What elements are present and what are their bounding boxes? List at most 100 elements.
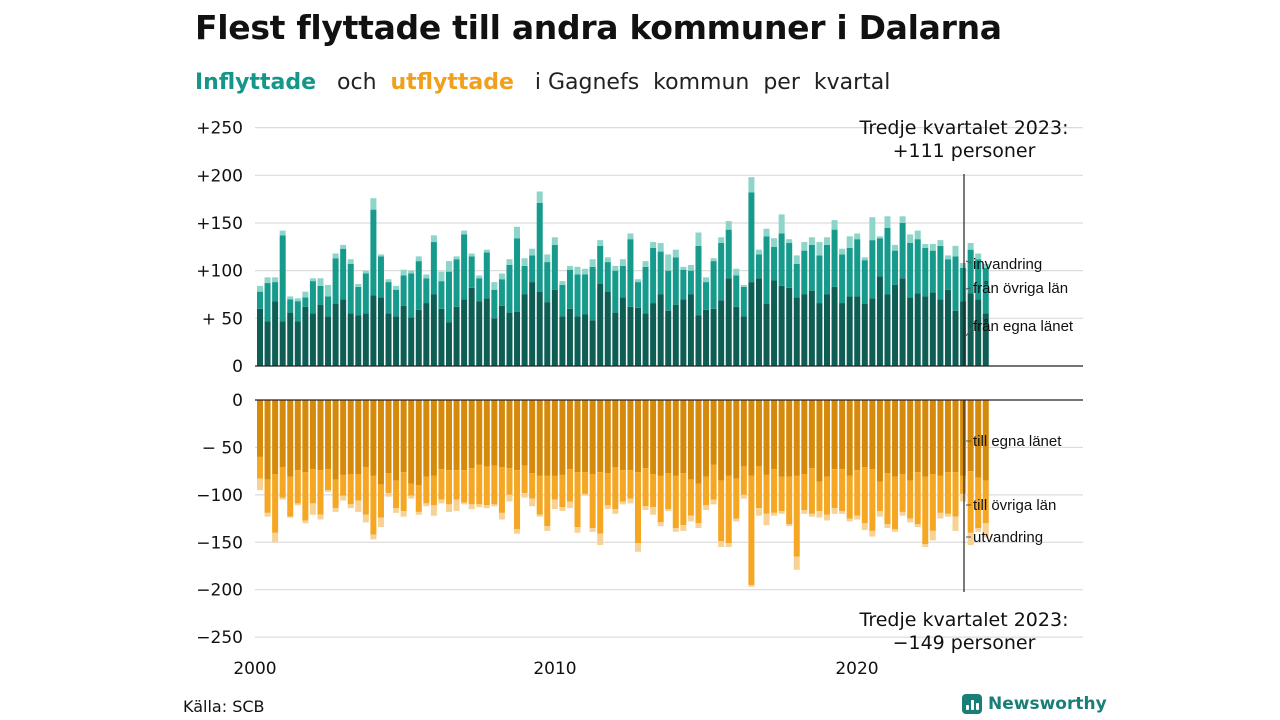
bar-out-2 bbox=[665, 509, 672, 511]
bar-out-2 bbox=[816, 510, 823, 518]
bar-out-2 bbox=[272, 532, 279, 543]
bar-out-0 bbox=[536, 400, 543, 476]
bar-out-2 bbox=[264, 512, 271, 517]
bar-out-1 bbox=[483, 466, 490, 506]
bar-in-0 bbox=[294, 321, 301, 366]
bar-out-1 bbox=[793, 475, 800, 557]
bar-out-0 bbox=[740, 400, 747, 467]
bar-in-2 bbox=[771, 238, 778, 247]
bar-in-0 bbox=[876, 276, 883, 366]
bar-in-1 bbox=[695, 245, 702, 316]
bar-in-1 bbox=[808, 244, 815, 291]
bar-in-2 bbox=[604, 257, 611, 263]
bar-out-0 bbox=[582, 400, 589, 473]
bar-out-1 bbox=[287, 476, 294, 517]
bar-out-1 bbox=[672, 475, 679, 529]
bar-out-0 bbox=[929, 400, 936, 474]
bar-out-2 bbox=[400, 510, 407, 517]
bar-in-1 bbox=[272, 282, 279, 302]
bar-in-0 bbox=[544, 302, 551, 366]
bar-out-0 bbox=[309, 400, 316, 470]
bar-out-0 bbox=[438, 400, 445, 470]
bar-in-2 bbox=[498, 273, 505, 280]
bar-in-1 bbox=[816, 255, 823, 304]
bar-in-2 bbox=[846, 236, 853, 248]
bar-out-0 bbox=[967, 400, 974, 472]
bar-out-0 bbox=[423, 400, 430, 477]
bar-in-2 bbox=[748, 177, 755, 193]
bar-in-2 bbox=[408, 270, 415, 274]
bar-in-0 bbox=[476, 301, 483, 366]
bar-out-0 bbox=[672, 400, 679, 476]
bar-in-2 bbox=[582, 268, 589, 275]
bar-in-0 bbox=[423, 303, 430, 366]
bar-in-1 bbox=[476, 278, 483, 302]
bar-out-2 bbox=[325, 490, 332, 493]
bar-in-2 bbox=[816, 242, 823, 256]
bar-out-1 bbox=[937, 475, 944, 513]
bar-out-0 bbox=[733, 400, 740, 479]
bar-in-2 bbox=[393, 285, 400, 290]
bar-in-2 bbox=[740, 284, 747, 287]
bar-in-2 bbox=[536, 191, 543, 203]
bar-in-0 bbox=[574, 316, 581, 366]
bar-in-2 bbox=[718, 237, 725, 243]
y-tick-label: + 50 bbox=[202, 309, 243, 329]
bar-in-1 bbox=[468, 256, 475, 288]
bar-in-2 bbox=[370, 198, 377, 210]
label-connector bbox=[965, 328, 972, 337]
bar-in-2 bbox=[566, 265, 573, 270]
bar-in-1 bbox=[680, 269, 687, 300]
bar-out-0 bbox=[869, 400, 876, 470]
bar-out-0 bbox=[272, 400, 279, 474]
bar-out-2 bbox=[551, 499, 558, 510]
bar-in-2 bbox=[559, 281, 566, 285]
bar-in-2 bbox=[944, 255, 951, 260]
bar-in-0 bbox=[317, 304, 324, 366]
bar-in-0 bbox=[498, 305, 505, 366]
bar-out-1 bbox=[944, 472, 951, 514]
bar-out-1 bbox=[279, 467, 286, 498]
bar-in-2 bbox=[733, 268, 740, 276]
y-tick-label: −200 bbox=[196, 581, 243, 601]
bar-out-2 bbox=[430, 505, 437, 516]
bar-in-0 bbox=[718, 300, 725, 366]
bar-in-0 bbox=[861, 304, 868, 366]
bar-in-1 bbox=[831, 229, 838, 287]
bar-out-1 bbox=[597, 472, 604, 534]
bar-in-0 bbox=[846, 296, 853, 366]
bar-out-2 bbox=[695, 523, 702, 529]
bar-out-2 bbox=[763, 513, 770, 526]
bar-in-1 bbox=[514, 238, 521, 312]
bar-in-1 bbox=[415, 261, 422, 310]
bar-in-1 bbox=[521, 265, 528, 295]
bar-in-1 bbox=[642, 266, 649, 314]
bar-out-1 bbox=[491, 465, 498, 505]
bar-in-1 bbox=[438, 281, 445, 309]
bar-out-0 bbox=[612, 400, 619, 468]
bar-in-0 bbox=[650, 303, 657, 366]
bar-out-0 bbox=[362, 400, 369, 468]
bar-out-0 bbox=[476, 400, 483, 465]
bar-out-1 bbox=[854, 470, 861, 516]
bar-in-0 bbox=[506, 312, 513, 366]
bar-out-1 bbox=[839, 469, 846, 511]
bar-out-1 bbox=[589, 473, 596, 529]
bar-in-1 bbox=[400, 275, 407, 306]
x-tick-label: 2020 bbox=[835, 659, 878, 679]
bar-in-2 bbox=[294, 298, 301, 302]
bar-out-2 bbox=[340, 495, 347, 501]
bar-out-2 bbox=[627, 498, 634, 504]
bar-out-2 bbox=[884, 524, 891, 529]
bar-in-1 bbox=[627, 239, 634, 307]
bar-out-0 bbox=[718, 400, 725, 481]
bar-in-0 bbox=[582, 314, 589, 366]
bar-out-0 bbox=[763, 400, 770, 475]
bar-in-0 bbox=[740, 316, 747, 366]
bar-out-0 bbox=[370, 400, 377, 476]
bar-in-0 bbox=[309, 313, 316, 366]
bar-out-0 bbox=[793, 400, 800, 476]
bar-out-0 bbox=[408, 400, 415, 484]
y-tick-label: 0 bbox=[232, 391, 243, 411]
